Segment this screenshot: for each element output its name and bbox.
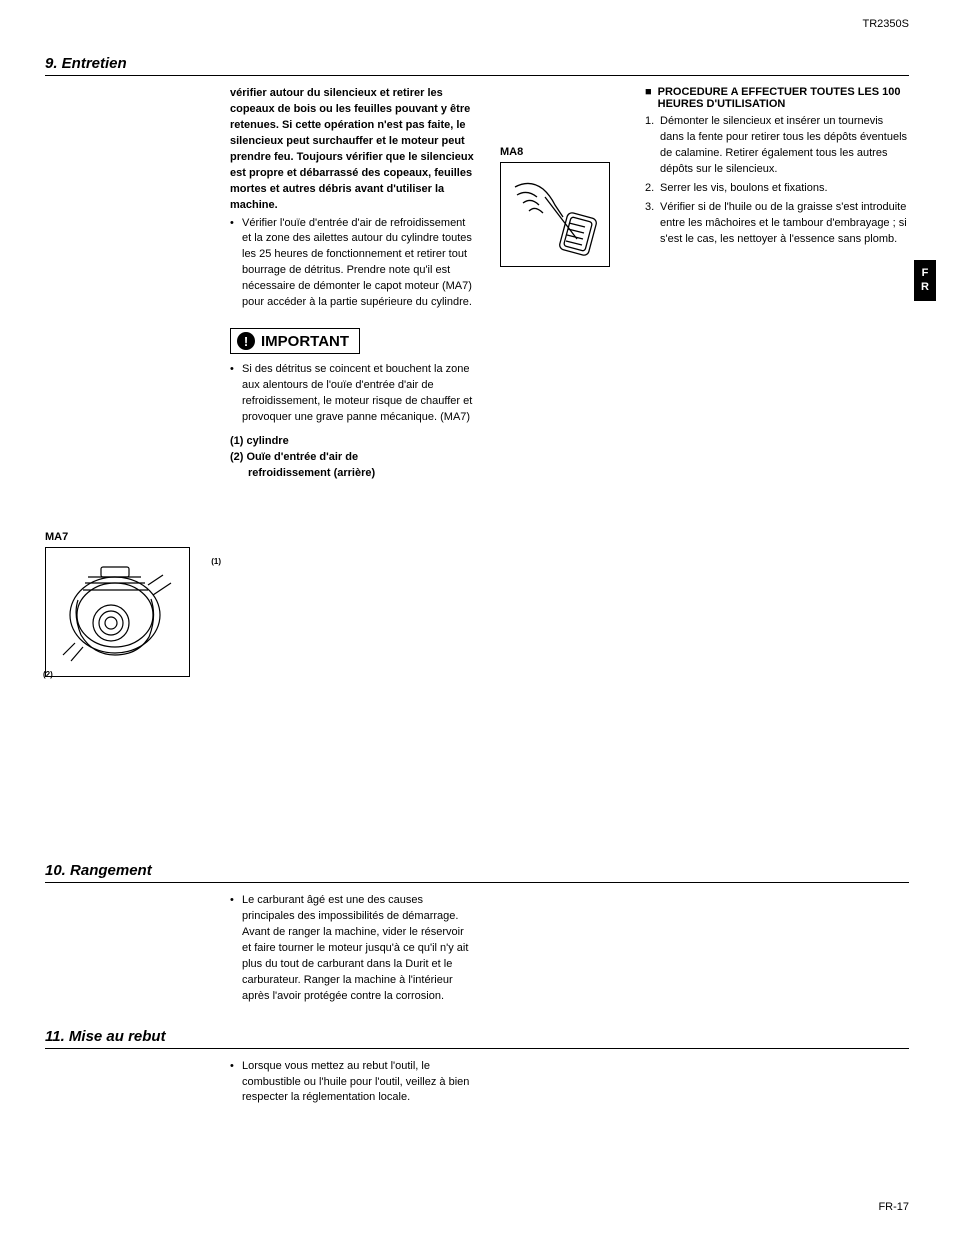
important-label: IMPORTANT (261, 333, 349, 350)
definition-2-line2: refroidissement (arrière) (230, 466, 475, 482)
page-number: FR-17 (878, 1201, 909, 1213)
section-9-title: 9. Entretien (45, 55, 909, 76)
language-tab-line1: F (914, 266, 936, 280)
section-11-bullet: Lorsque vous mettez au rebut l'outil, le… (230, 1059, 475, 1107)
hand-tool-illustration-icon (505, 167, 605, 262)
important-bullet: Si des détritus se coincent et bouchent … (230, 362, 475, 426)
language-tab-line2: R (914, 280, 936, 294)
figure-ma7-callout-1: (1) (211, 557, 221, 566)
model-number: TR2350S (863, 18, 909, 30)
procedure-heading: ■ PROCEDURE A EFFECTUER TOUTES LES 100 H… (645, 86, 909, 110)
procedure-item-3: 3.Vérifier si de l'huile ou de la graiss… (645, 200, 909, 248)
language-tab: F R (914, 260, 936, 301)
square-bullet-icon: ■ (645, 86, 652, 110)
exclamation-icon: ! (237, 332, 255, 350)
figure-ma7-label: MA7 (45, 531, 205, 543)
procedure-item-1: 1.Démonter le silencieux et insérer un t… (645, 114, 909, 178)
figure-ma7-container: MA7 (45, 531, 205, 677)
procedure-item-2: 2.Serrer les vis, boulons et fixations. (645, 181, 909, 197)
section-9-warning-paragraph: vérifier autour du silencieux et retirer… (230, 86, 475, 214)
procedure-heading-text: PROCEDURE A EFFECTUER TOUTES LES 100 HEU… (658, 86, 909, 110)
section-10-title: 10. Rangement (45, 862, 909, 883)
definition-2-line1: (2) Ouïe d'entrée d'air de (230, 450, 475, 466)
engine-illustration-icon (53, 555, 183, 670)
section-10-bullet: Le carburant âgé est une des causes prin… (230, 893, 475, 1005)
section-9-bullet-1: Vérifier l'ouïe d'entrée d'air de refroi… (230, 216, 475, 312)
figure-ma7-callout-2: (2) (43, 670, 53, 679)
definition-1: (1) cylindre (230, 434, 475, 450)
figure-ma8-illustration (500, 162, 610, 267)
section-11-title: 11. Mise au rebut (45, 1028, 909, 1049)
figure-ma7-definitions: (1) cylindre (2) Ouïe d'entrée d'air de … (230, 434, 475, 482)
important-callout-box: ! IMPORTANT (230, 328, 360, 354)
figure-ma7-illustration (45, 547, 190, 677)
procedure-list: 1.Démonter le silencieux et insérer un t… (645, 114, 909, 248)
figure-ma8-label: MA8 (500, 146, 620, 158)
